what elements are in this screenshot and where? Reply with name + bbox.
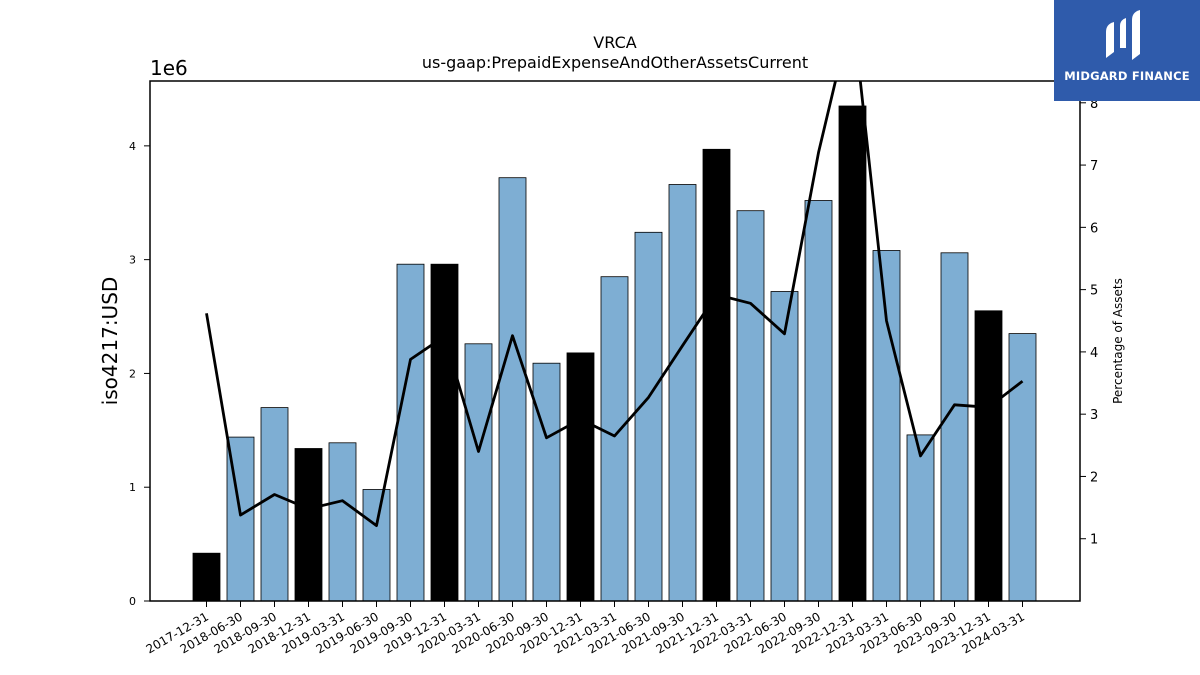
- y2-axis-label: Percentage of Assets: [1111, 278, 1125, 404]
- y2-tick-label-8: 8: [1090, 97, 1098, 112]
- bar-2022-12-31: [838, 105, 867, 602]
- x-axis: 2017-12-312018-06-302018-09-302018-12-31…: [144, 601, 1027, 656]
- bar-2017-12-31: [192, 552, 221, 602]
- bar-2022-06-30: [770, 291, 799, 602]
- bar-2020-12-31: [566, 352, 595, 602]
- right-axis: 1 2 3 4 5 6 7 8: [1080, 97, 1098, 548]
- bar-2021-03-31: [600, 276, 629, 602]
- y-tick-label-1: 1: [129, 481, 136, 494]
- y2-tick-label-7: 7: [1090, 159, 1098, 174]
- y-multiplier-label: 1e6: [150, 56, 188, 80]
- logo-text: MIDGARD FINANCE: [1064, 69, 1190, 83]
- bar-2018-12-31: [294, 448, 323, 602]
- bar-2018-09-30: [260, 407, 289, 602]
- y-tick-label-2: 2: [129, 367, 136, 380]
- bar-2023-03-31: [872, 250, 901, 602]
- bar-2022-09-30: [804, 200, 833, 602]
- left-axis: 0 1 2 3 4: [129, 140, 150, 608]
- midgard-finance-logo: MIDGARD FINANCE: [1054, 0, 1200, 101]
- bar-2019-06-30: [362, 489, 391, 602]
- bar-2022-03-31: [736, 210, 765, 602]
- bar-2023-06-30: [906, 434, 935, 602]
- bar-2020-03-31: [464, 343, 493, 602]
- bar-2019-09-30: [396, 263, 425, 602]
- bar-2020-09-30: [532, 362, 561, 602]
- y2-tick-label-6: 6: [1090, 221, 1098, 236]
- chart-title: VRCA: [593, 33, 636, 52]
- y2-tick-label-4: 4: [1090, 346, 1098, 361]
- bar-2021-09-30: [668, 184, 697, 602]
- bar-2024-03-31: [1008, 333, 1037, 602]
- bars-layer: [192, 105, 1037, 602]
- y2-tick-label-5: 5: [1090, 284, 1098, 299]
- y2-tick-label-2: 2: [1090, 470, 1098, 485]
- bar-2021-06-30: [634, 231, 663, 602]
- bar-2020-06-30: [498, 177, 527, 602]
- bar-2019-12-31: [430, 263, 459, 602]
- line-layer: [205, 81, 1024, 527]
- y2-tick-label-1: 1: [1090, 533, 1098, 548]
- y-tick-label-3: 3: [129, 254, 136, 267]
- logo-mark-icon: [1106, 10, 1140, 60]
- chart-subtitle: us-gaap:PrepaidExpenseAndOtherAssetsCurr…: [422, 53, 808, 72]
- bar-2021-12-31: [702, 148, 731, 602]
- bar-2019-03-31: [328, 442, 357, 602]
- bar-2023-12-31: [974, 310, 1003, 602]
- y-axis-label: iso4217:USD: [98, 277, 122, 406]
- y2-tick-label-3: 3: [1090, 408, 1098, 423]
- bar-2023-09-30: [940, 252, 969, 602]
- y-tick-label-0: 0: [129, 595, 136, 608]
- percentage-line: [205, 81, 1024, 527]
- y-tick-label-4: 4: [129, 140, 136, 153]
